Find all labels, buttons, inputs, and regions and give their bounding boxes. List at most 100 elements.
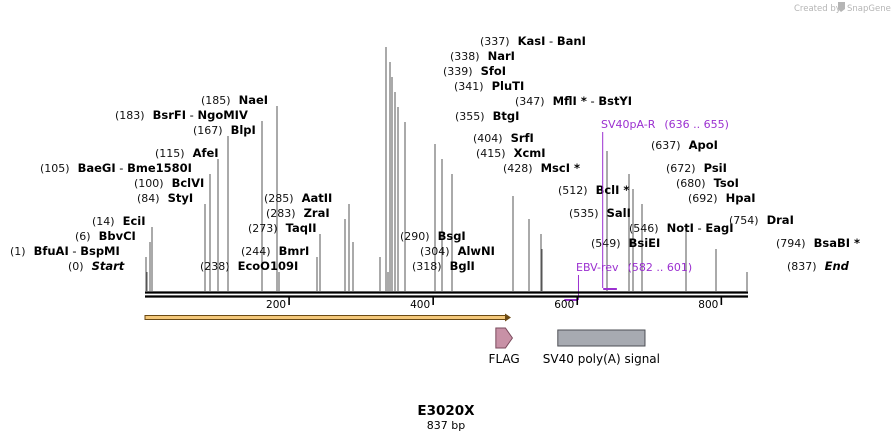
site-ecoo109i[interactable]: (238) EcoO109I [200, 259, 298, 273]
site-end[interactable]: (837) End [787, 259, 850, 273]
site-drai[interactable]: (754) DraI [729, 213, 794, 227]
site-bsabi[interactable]: (794) BsaBI * [776, 236, 860, 250]
site-position-label: (339) [443, 65, 473, 78]
site-name-label: BmrI [279, 244, 310, 258]
site-mfli[interactable]: (347) MflI * - BstYI [515, 94, 632, 108]
site-position-label: (285) [264, 192, 294, 205]
site-name-label: BglI [450, 259, 475, 273]
primer-sv40pa-r[interactable]: SV40pA-R (636 .. 655) [601, 118, 729, 290]
enzyme-separator: - [69, 244, 80, 258]
site-name-label: TaqII [286, 221, 317, 235]
site-name-label: BclVI [172, 176, 205, 190]
enzyme-name: SrfI [511, 131, 534, 145]
site-naei[interactable]: (185) NaeI [201, 93, 268, 107]
site-position-label: (672) [666, 162, 696, 175]
site-position-label: (337) [480, 35, 510, 48]
site-bfuai[interactable]: (1) BfuAI - BspMI [10, 244, 120, 258]
enzyme-separator: - [116, 161, 127, 175]
site-taqii[interactable]: (273) TaqII [248, 221, 317, 235]
site-start[interactable]: (0) Start [68, 259, 125, 273]
site-sali[interactable]: (535) SalI [569, 206, 631, 220]
site-pluti[interactable]: (341) PluTI [454, 79, 524, 93]
site-name-label: PsiI [704, 161, 727, 175]
site-zrai[interactable]: (283) ZraI [266, 206, 330, 220]
primer-ebv-rev[interactable]: EBV-rev (582 .. 601) [564, 261, 692, 301]
ruler-tick-600: 600 [554, 297, 579, 311]
construct-length: 837 bp [427, 419, 465, 432]
site-name-label: BfuAI - BspMI [34, 244, 120, 258]
site-styi[interactable]: (84) StyI [137, 191, 193, 205]
site-name-label: BaeGI - Bme1580I [78, 161, 192, 175]
enzyme-name: MflI * [553, 94, 587, 108]
site-bbvci[interactable]: (6) BbvCI [75, 229, 136, 243]
site-baegi[interactable]: (105) BaeGI - Bme1580I [40, 161, 192, 175]
site-tsoi[interactable]: (680) TsoI [676, 176, 739, 190]
enzyme-name: AatII [302, 191, 333, 205]
site-bsgi[interactable]: (290) BsgI [400, 229, 466, 243]
site-position-label: (428) [503, 162, 533, 175]
enzyme-name: HpaI [726, 191, 756, 205]
site-bsrfi[interactable]: (183) BsrFI - NgoMIV [115, 108, 248, 122]
site-name-label: BtgI [493, 109, 520, 123]
enzyme-name: BclVI [172, 176, 205, 190]
site-afei[interactable]: (115) AfeI [155, 146, 219, 160]
enzyme-name: BmrI [279, 244, 310, 258]
enzyme-name: BsiEI [629, 236, 661, 250]
site-name-label: KasI - BanI [518, 34, 586, 48]
site-position-label: (0) [68, 260, 84, 273]
enzyme-name: StyI [168, 191, 194, 205]
orf-bar[interactable] [144, 313, 511, 322]
ruler-tick-400: 400 [410, 297, 434, 311]
site-srfi[interactable]: (404) SrfI [473, 131, 534, 145]
site-apoi[interactable]: (637) ApoI [651, 138, 718, 152]
site-sfoi[interactable]: (339) SfoI [443, 64, 506, 78]
site-name-label: BlpI [231, 123, 256, 137]
site-psii[interactable]: (672) PsiI [666, 161, 727, 175]
site-position-label: (347) [515, 95, 545, 108]
site-name-label: MflI * - BstYI [553, 94, 632, 108]
site-position-label: (754) [729, 214, 759, 227]
site-xcmi[interactable]: (415) XcmI [476, 146, 546, 160]
site-bmri[interactable]: (244) BmrI [241, 244, 309, 258]
site-name-label: NarI [488, 49, 515, 63]
site-name-label: PluTI [492, 79, 525, 93]
site-bsiei[interactable]: (549) BsiEI [591, 236, 660, 250]
snapgene-brand-label: SnapGene [847, 4, 891, 14]
site-bgli[interactable]: (318) BglI [412, 259, 475, 273]
site-name-label: DraI [767, 213, 794, 227]
site-hpai[interactable]: (692) HpaI [688, 191, 756, 205]
site-kasi[interactable]: (337) KasI - BanI [480, 34, 586, 48]
enzyme-name-2: BanI [557, 34, 586, 48]
site-position-label: (273) [248, 222, 278, 235]
site-bcli[interactable]: (512) BclI * [558, 183, 629, 197]
site-position-label: (535) [569, 207, 599, 220]
feature-flag[interactable]: FLAG [489, 327, 520, 366]
ruler-tick-800: 800 [698, 297, 723, 311]
site-btgi[interactable]: (355) BtgI [455, 109, 519, 123]
site-name-label: NotI - EagI [667, 221, 734, 235]
orf-bar-body [144, 315, 508, 320]
site-position-label: (637) [651, 139, 681, 152]
site-bclvi[interactable]: (100) BclVI [134, 176, 204, 190]
site-msci[interactable]: (428) MscI * [503, 161, 580, 175]
site-alwni[interactable]: (304) AlwNI [420, 244, 495, 258]
enzyme-name: BbvCI [99, 229, 136, 243]
site-position-label: (338) [450, 50, 480, 63]
site-position-label: (512) [558, 184, 588, 197]
feature-sv40-polya[interactable]: SV40 poly(A) signal [543, 329, 660, 366]
enzyme-name: BclI * [596, 183, 630, 197]
site-nari[interactable]: (338) NarI [450, 49, 515, 63]
site-position-label: (415) [476, 147, 506, 160]
enzyme-name: NaeI [239, 93, 268, 107]
site-blpi[interactable]: (167) BlpI [193, 123, 256, 137]
ruler-tick-200: 200 [266, 297, 290, 311]
site-noti[interactable]: (546) NotI - EagI [629, 221, 734, 235]
ruler-tick-label: 800 [698, 299, 718, 311]
created-by-label: Created by [794, 4, 841, 14]
site-position-label: (304) [420, 245, 450, 258]
enzyme-name: BsgI [438, 229, 466, 243]
site-ecii[interactable]: (14) EciI [92, 214, 146, 228]
site-name-label: ApoI [689, 138, 718, 152]
enzyme-name-2: NgoMIV [197, 108, 247, 122]
site-aatii[interactable]: (285) AatII [264, 191, 332, 205]
